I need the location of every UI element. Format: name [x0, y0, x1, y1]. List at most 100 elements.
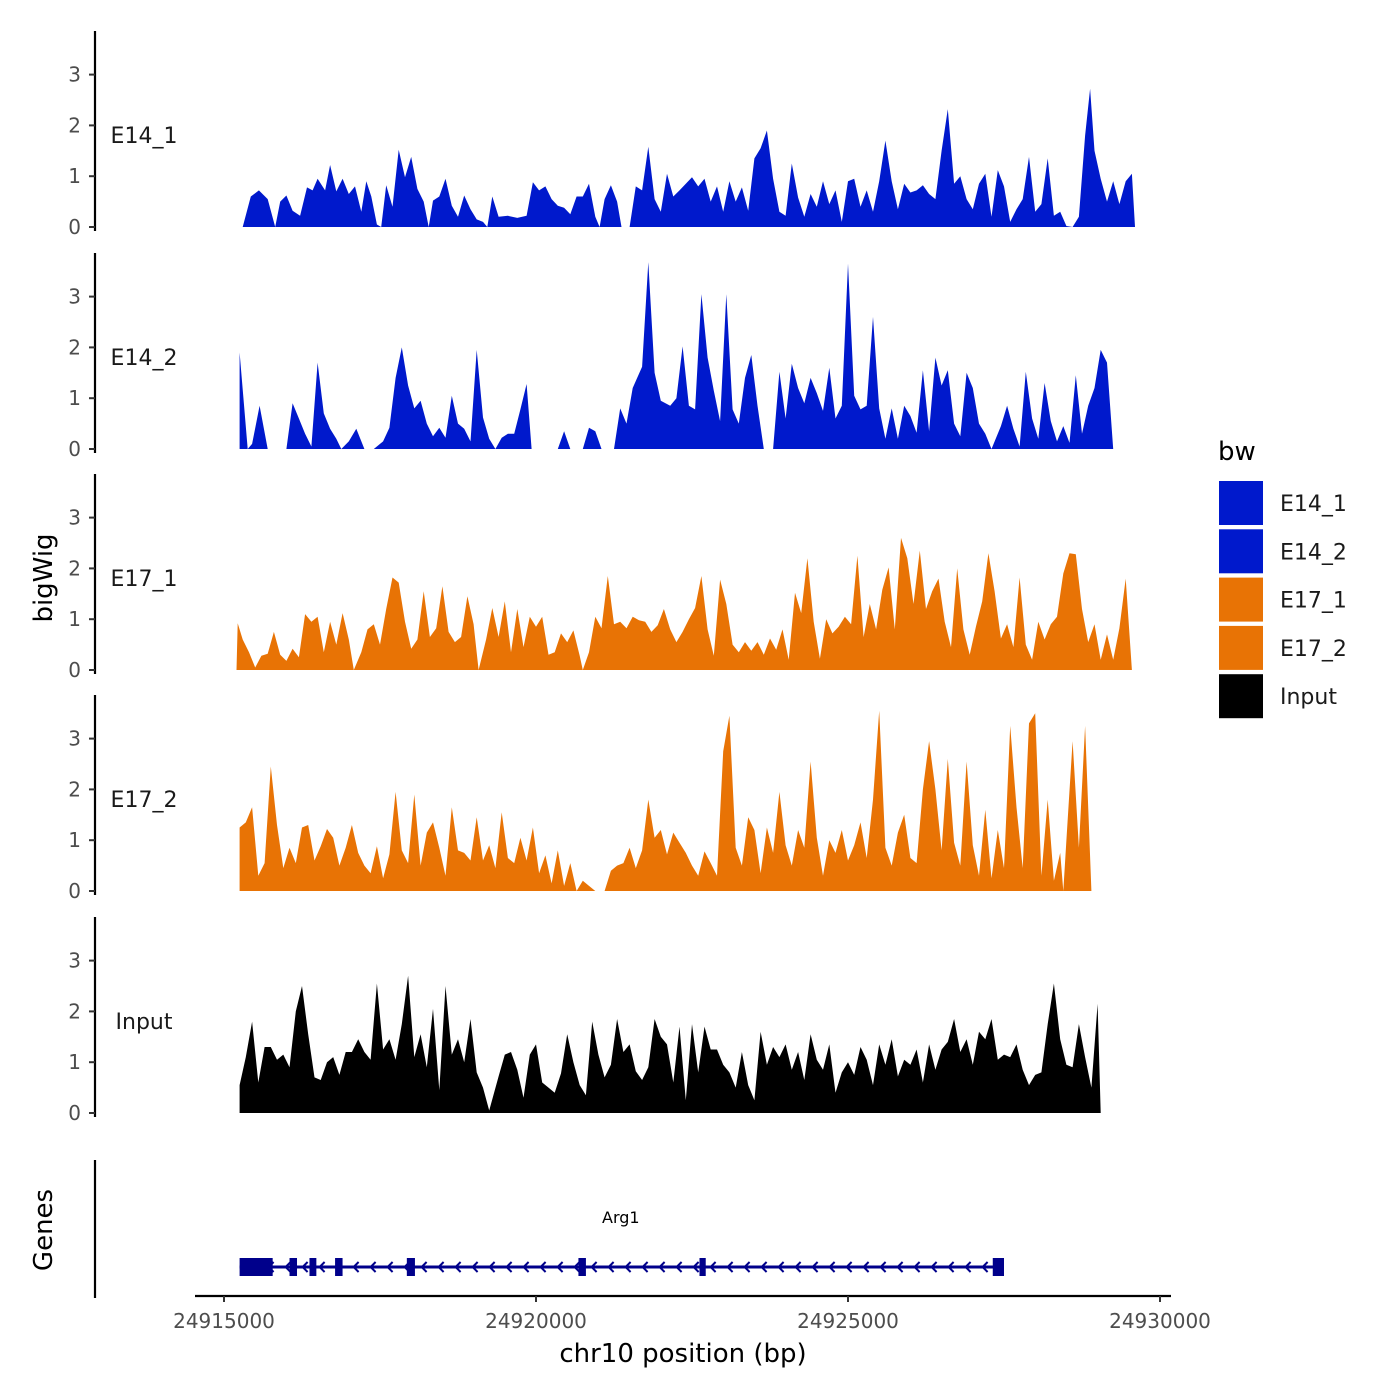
y-tick-label: 1 [68, 1050, 81, 1074]
strand-arrow [386, 1261, 394, 1273]
strand-arrow [505, 1261, 513, 1273]
y-axis-title: bigWig [29, 533, 59, 622]
strand-arrow [760, 1261, 768, 1273]
strand-arrow [777, 1261, 785, 1273]
y-tick-label: 0 [68, 1101, 81, 1125]
y-tick-label: 3 [68, 63, 81, 87]
y-tick-label: 1 [68, 386, 81, 410]
strand-arrow [488, 1261, 496, 1273]
track-label: E14_1 [111, 124, 178, 149]
legend-label: E17_2 [1280, 637, 1347, 662]
genes-axis-title: Genes [29, 1189, 59, 1271]
area-E17_1 [236, 537, 1132, 670]
legend-swatch [1217, 672, 1265, 721]
area-E17_2 [239, 710, 1092, 891]
area-E14_1 [242, 88, 1135, 227]
strand-arrow [964, 1261, 972, 1273]
gene-panel: Arg1 [93, 1160, 1004, 1298]
strand-arrow [913, 1261, 921, 1273]
gene-name-label: Arg1 [602, 1208, 640, 1227]
legend-label: E14_2 [1280, 540, 1347, 565]
strand-arrow [828, 1261, 836, 1273]
strand-arrow [301, 1261, 309, 1273]
x-tick-label: 24915000 [173, 1309, 275, 1333]
area-E14_2 [239, 262, 1114, 449]
x-tick-label: 24925000 [797, 1309, 899, 1333]
strand-arrow [454, 1261, 462, 1273]
exon [699, 1258, 706, 1276]
track-E17_2: 0 1 2 3 E17_2 [68, 695, 1092, 903]
strand-arrow [675, 1261, 683, 1273]
strand-arrow [896, 1261, 904, 1273]
track-label: E17_2 [111, 788, 178, 813]
strand-arrow [811, 1261, 819, 1273]
y-tick-label: 0 [68, 879, 81, 903]
strand-arrow [352, 1261, 360, 1273]
track-Input: 0 1 2 3 Input [68, 917, 1101, 1125]
x-axis: 24915000 24920000 24925000 24930000 [173, 1294, 1211, 1333]
strand-arrow [624, 1261, 632, 1273]
y-tick-label: 1 [68, 828, 81, 852]
y-tick-label: 2 [68, 113, 81, 137]
track-E14_1: 0 1 2 3 E14_1 [68, 31, 1135, 239]
exon [309, 1258, 317, 1276]
exon [289, 1258, 298, 1276]
strand-arrow [930, 1261, 938, 1273]
exon [992, 1258, 1004, 1276]
signal-tracks: 0 1 2 3 E14_1 0 1 2 3 E14_2 0 1 2 3 E17_1 0 1 2 3 E17_2 0 1 2 3… [68, 31, 1135, 1125]
y-tick-label: 0 [68, 215, 81, 239]
legend-swatch [1217, 479, 1265, 527]
y-tick-label: 0 [68, 437, 81, 461]
area-Input [239, 975, 1101, 1113]
legend-item-E14_2: E14_2 [1217, 527, 1347, 576]
y-tick-label: 2 [68, 556, 81, 580]
track-label: Input [116, 1010, 173, 1035]
track-label: E17_1 [111, 567, 178, 592]
y-tick-label: 2 [68, 777, 81, 801]
legend-item-E14_1: E14_1 [1217, 479, 1347, 527]
strand-arrow [794, 1261, 802, 1273]
strand-arrow [726, 1261, 734, 1273]
strand-arrow [607, 1261, 615, 1273]
exon [578, 1258, 586, 1276]
strand-arrow [284, 1261, 292, 1273]
strand-arrow [862, 1261, 870, 1273]
strand-arrow [743, 1261, 751, 1273]
x-tick-label: 24930000 [1109, 1309, 1211, 1333]
exon [335, 1258, 343, 1276]
legend-item-E17_1: E17_1 [1217, 575, 1347, 624]
strand-arrow [318, 1261, 326, 1273]
strand-arrow [947, 1261, 955, 1273]
strand-arrow [879, 1261, 887, 1273]
strand-arrow [641, 1261, 649, 1273]
exon [406, 1258, 415, 1276]
track-E17_1: 0 1 2 3 E17_1 [68, 474, 1132, 682]
strand-arrow [420, 1261, 428, 1273]
y-tick-label: 3 [68, 506, 81, 530]
strand-arrow [437, 1261, 445, 1273]
legend: bw E14_1 E14_2 E17_1 E17_2 Input [1217, 437, 1347, 721]
strand-arrow [369, 1261, 377, 1273]
gene-Arg1: Arg1 [239, 1208, 1004, 1276]
y-tick-label: 3 [68, 285, 81, 309]
strand-arrow [556, 1261, 564, 1273]
legend-label: E17_1 [1280, 589, 1347, 614]
strand-arrow [692, 1261, 700, 1273]
y-tick-label: 2 [68, 999, 81, 1023]
legend-item-Input: Input [1217, 672, 1337, 721]
strand-arrow [573, 1261, 581, 1273]
y-tick-label: 3 [68, 949, 81, 973]
legend-label: Input [1280, 685, 1337, 710]
x-axis-title: chr10 position (bp) [559, 1339, 806, 1369]
strand-arrow [709, 1261, 717, 1273]
strand-arrow [658, 1261, 666, 1273]
track-label: E14_2 [111, 346, 178, 371]
legend-swatch [1217, 527, 1265, 576]
strand-arrow [590, 1261, 598, 1273]
y-tick-label: 2 [68, 335, 81, 359]
x-tick-label: 24920000 [485, 1309, 587, 1333]
legend-swatch [1217, 623, 1265, 672]
y-tick-label: 1 [68, 164, 81, 188]
y-tick-label: 0 [68, 658, 81, 682]
